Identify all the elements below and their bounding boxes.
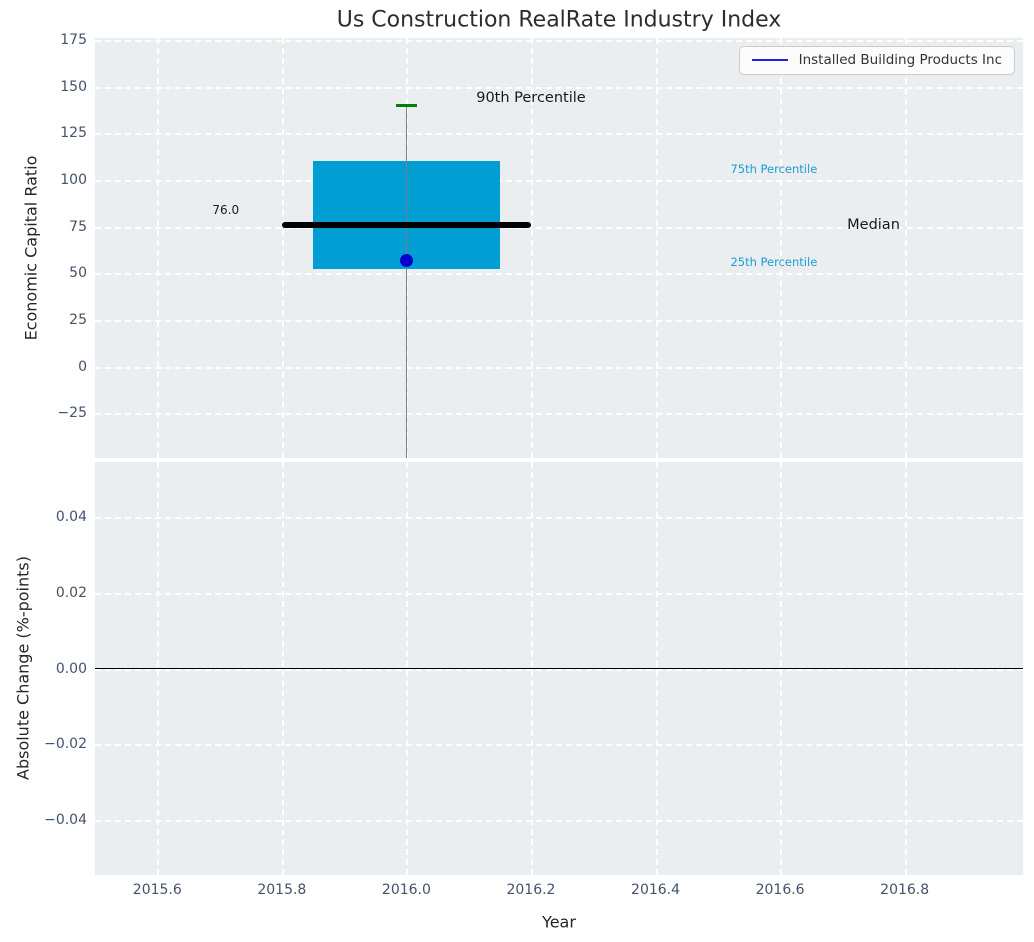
- y-tick-label: 0.00: [55, 660, 87, 677]
- y-tick-label: 100: [60, 171, 87, 188]
- x-tick-label: 2015.8: [257, 882, 307, 898]
- boxplot-whisker-line: [405, 105, 408, 458]
- x-tick-label: 2015.6: [132, 882, 182, 898]
- bottom-y-axis-label: Absolute Change (%-points): [13, 556, 33, 780]
- vertical-gridline: [655, 38, 658, 458]
- vertical-gridline: [530, 38, 533, 458]
- y-tick-label: −0.02: [44, 736, 87, 752]
- y-tick-label: 75: [69, 218, 87, 235]
- chart-annotation: 75th Percentile: [730, 161, 818, 176]
- vertical-gridline: [157, 38, 160, 458]
- x-tick-label: 2016.4: [631, 882, 681, 898]
- top-y-axis-label: Economic Capital Ratio: [21, 155, 41, 341]
- zero-reference-line: [95, 667, 1023, 670]
- y-tick-label: −25: [57, 405, 87, 422]
- company-data-point: [399, 253, 413, 267]
- horizontal-gridline: [95, 179, 1023, 182]
- chart-annotation: 25th Percentile: [730, 255, 818, 269]
- horizontal-gridline: [95, 319, 1023, 322]
- y-tick-label: 125: [60, 125, 87, 142]
- vertical-gridline: [281, 38, 284, 458]
- x-tick-label: 2016.2: [506, 882, 556, 898]
- chart-annotation: Median: [847, 216, 900, 233]
- vertical-gridline: [780, 38, 783, 458]
- horizontal-gridline: [95, 668, 1023, 671]
- boxplot-90th-percentile-cap: [395, 103, 417, 107]
- y-tick-label: −0.04: [44, 811, 87, 828]
- y-tick-label: 0.02: [55, 584, 87, 601]
- y-tick-label: 50: [69, 265, 87, 282]
- horizontal-gridline: [95, 413, 1023, 416]
- chart-annotation: 76.0: [212, 202, 240, 217]
- vertical-gridline: [904, 38, 907, 458]
- boxplot-median-line: [281, 221, 531, 228]
- horizontal-gridline: [95, 39, 1023, 42]
- horizontal-gridline: [95, 592, 1023, 595]
- y-tick-label: 0.04: [55, 509, 87, 526]
- legend-line-swatch: [751, 59, 788, 61]
- y-tick-label: 175: [60, 31, 87, 48]
- horizontal-gridline: [95, 86, 1023, 89]
- horizontal-gridline: [95, 744, 1023, 746]
- y-tick-label: 150: [60, 78, 87, 95]
- x-axis-label: Year: [542, 912, 576, 932]
- horizontal-gridline: [95, 226, 1023, 229]
- top-axes-economic-capital-ratio: Installed Building Products Inc 76.0 90th…: [95, 38, 1023, 458]
- y-tick-label: 25: [69, 311, 87, 328]
- horizontal-gridline: [95, 273, 1023, 276]
- horizontal-gridline: [95, 517, 1023, 520]
- x-tick-label: 2016.0: [381, 882, 431, 898]
- horizontal-gridline: [95, 819, 1023, 822]
- x-tick-label: 2016.8: [880, 882, 930, 898]
- horizontal-gridline: [95, 133, 1023, 136]
- y-tick-label: 0: [78, 358, 87, 375]
- bottom-axes-absolute-change: [95, 462, 1023, 875]
- legend: Installed Building Products Inc: [738, 46, 1015, 75]
- horizontal-gridline: [95, 366, 1023, 369]
- chart-title: Us Construction RealRate Industry Index: [336, 7, 782, 33]
- chart-annotation: 90th Percentile: [476, 89, 586, 106]
- legend-label: Installed Building Products Inc: [798, 52, 1002, 68]
- x-tick-label: 2016.6: [755, 882, 805, 898]
